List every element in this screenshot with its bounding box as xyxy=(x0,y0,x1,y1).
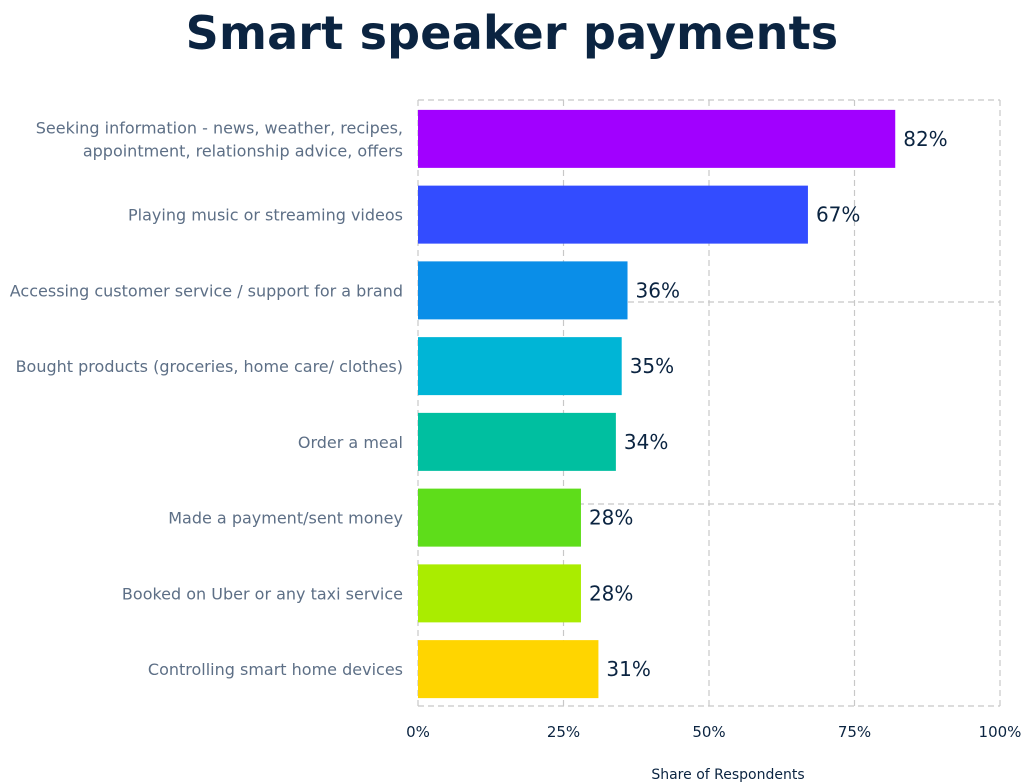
value-label: 67% xyxy=(816,203,860,227)
category-label: appointment, relationship advice, offers xyxy=(83,141,403,160)
category-labels: Seeking information - news, weather, rec… xyxy=(10,118,403,679)
x-axis-ticks: 0% 25% 50% 75% 100% xyxy=(406,723,1021,741)
x-tick-label: 100% xyxy=(979,723,1022,741)
value-label: 34% xyxy=(624,430,668,454)
category-label: Order a meal xyxy=(298,433,403,452)
x-tick-label: 0% xyxy=(406,723,430,741)
x-tick-label: 75% xyxy=(838,723,871,741)
value-label: 28% xyxy=(589,506,633,530)
bar xyxy=(418,337,622,396)
chart-title: Smart speaker payments xyxy=(185,6,839,60)
bar xyxy=(418,640,599,699)
value-label: 28% xyxy=(589,581,633,605)
category-label: Made a payment/sent money xyxy=(168,509,403,528)
x-axis-title: Share of Respondents xyxy=(651,767,804,783)
bar xyxy=(418,261,628,320)
category-label: Controlling smart home devices xyxy=(148,660,403,679)
value-label: 82% xyxy=(903,127,947,151)
value-labels: 82% 67% 36% 35% 34% 28% 28% 31% xyxy=(589,127,948,681)
category-label: Booked on Uber or any taxi service xyxy=(122,584,403,603)
x-tick-label: 25% xyxy=(547,723,580,741)
bar xyxy=(418,488,581,547)
bar xyxy=(418,185,808,244)
category-label: Playing music or streaming videos xyxy=(128,206,403,225)
bar xyxy=(418,109,896,168)
value-label: 31% xyxy=(606,657,650,681)
x-tick-label: 50% xyxy=(692,723,725,741)
bars xyxy=(418,109,896,699)
value-label: 35% xyxy=(630,354,674,378)
bar xyxy=(418,412,616,471)
category-label: Seeking information - news, weather, rec… xyxy=(36,118,403,137)
bar xyxy=(418,564,581,623)
category-label: Accessing customer service / support for… xyxy=(10,281,403,300)
value-label: 36% xyxy=(636,278,680,302)
category-label: Bought products (groceries, home care/ c… xyxy=(16,357,403,376)
